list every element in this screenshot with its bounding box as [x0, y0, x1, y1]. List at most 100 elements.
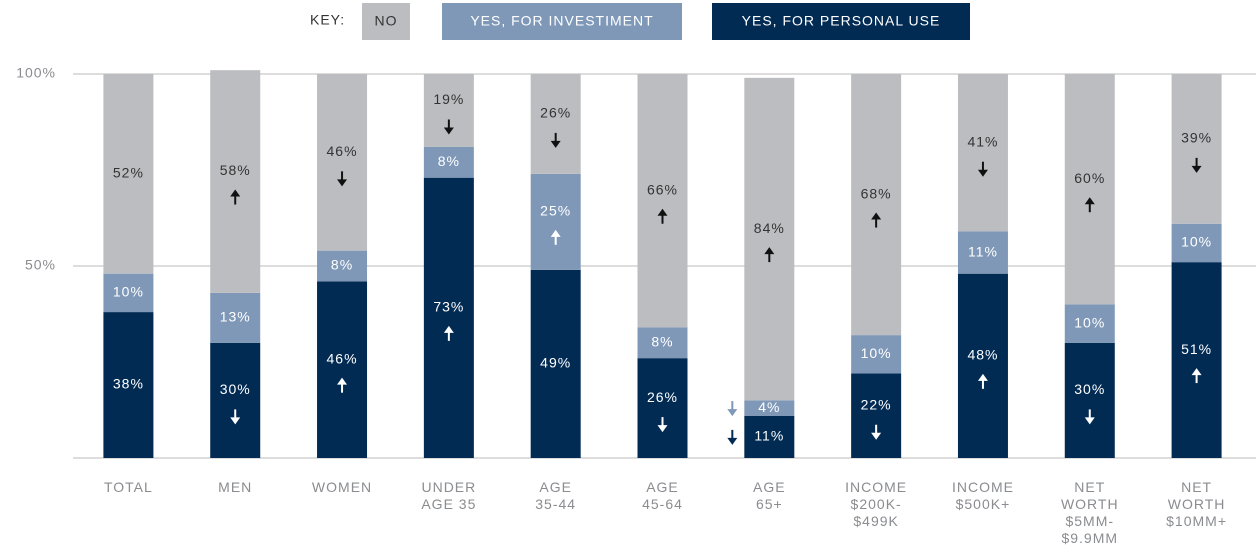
trend-arrow-head: [1191, 368, 1202, 376]
value-label: 58%: [220, 162, 251, 178]
value-label: 66%: [647, 181, 678, 197]
value-label: 38%: [113, 376, 144, 392]
legend-label: NO: [375, 13, 398, 29]
value-label: 60%: [1074, 170, 1105, 186]
value-label: 22%: [861, 396, 892, 412]
bar-segment: [317, 281, 368, 458]
x-tick-label: TOTAL: [103, 479, 153, 495]
legend-swatch: [362, 3, 410, 40]
trend-arrow-head: [977, 373, 988, 381]
x-tick-label: INCOME $500K+: [951, 479, 1014, 512]
bar-segment: [1171, 74, 1222, 224]
bar-segment: [851, 373, 902, 458]
bar-segment: [103, 74, 154, 274]
bar-segment: [637, 74, 688, 328]
bar-segment: [744, 400, 795, 416]
trend-arrow-head: [1084, 197, 1095, 205]
bar-segment: [744, 77, 795, 401]
x-tick-label: NET WORTH $5MM- $9.9MM: [1060, 479, 1119, 546]
trend-arrow-head: [443, 325, 454, 333]
x-tick-label: MEN: [218, 479, 253, 495]
trend-arrow-head: [657, 208, 668, 216]
value-label: 48%: [967, 347, 998, 363]
value-label: 68%: [861, 185, 892, 201]
bar-segment: [744, 415, 795, 458]
bar-segment: [1064, 304, 1115, 343]
value-label: 49%: [540, 355, 571, 371]
trend-arrow-head: [337, 377, 348, 385]
value-label: 8%: [331, 257, 353, 273]
value-label: 4%: [758, 399, 780, 415]
value-label: 13%: [220, 309, 251, 325]
legend-label: YES, FOR PERSONAL USE: [742, 13, 941, 29]
bar-segment: [637, 358, 688, 458]
x-tick-label: UNDER AGE 35: [421, 479, 477, 512]
trend-arrow-head: [727, 409, 738, 417]
bar-segment: [423, 74, 474, 147]
bar-segment: [317, 250, 368, 282]
trend-arrow-head: [977, 169, 988, 177]
bar-segment: [103, 273, 154, 313]
trend-arrow-head: [230, 189, 241, 197]
y-tick-label: 100%: [16, 65, 56, 81]
value-label: 41%: [967, 133, 998, 149]
value-label: 39%: [1181, 130, 1212, 146]
trend-arrow-head: [550, 140, 561, 148]
trend-arrow-head: [657, 425, 668, 433]
legend-swatch: [712, 3, 970, 40]
bar-segment: [1171, 223, 1222, 263]
value-label: 30%: [1074, 381, 1105, 397]
value-label: 73%: [433, 299, 464, 315]
trend-arrow-head: [871, 432, 882, 440]
bar-segment: [1171, 262, 1222, 458]
value-label: 11%: [754, 428, 784, 444]
bar-segment: [957, 231, 1008, 274]
trend-arrow-head: [1084, 417, 1095, 425]
bar-segment: [957, 273, 1008, 458]
value-label: 10%: [1181, 234, 1212, 250]
trend-arrow-head: [727, 437, 738, 445]
trend-arrow-head: [550, 229, 561, 237]
x-tick-label: INCOME $200K- $499K: [845, 479, 908, 529]
bar-segment: [530, 74, 581, 174]
bar-segment: [851, 335, 902, 374]
value-label: 10%: [113, 284, 144, 300]
x-tick-label: AGE 35-44: [535, 479, 577, 512]
trend-arrow-head: [443, 127, 454, 135]
value-label: 46%: [327, 350, 358, 366]
value-label: 84%: [754, 220, 785, 236]
bar-segment: [957, 74, 1008, 232]
trend-arrow-head: [871, 212, 882, 220]
x-tick-label: NET WORTH $10MM+: [1166, 479, 1227, 529]
value-label: 30%: [220, 381, 251, 397]
value-label: 8%: [651, 334, 673, 350]
x-tick-label: WOMEN: [311, 479, 373, 495]
value-label: 52%: [113, 165, 144, 181]
bar-segment: [423, 177, 474, 458]
value-label: 10%: [1074, 314, 1105, 330]
bar-segment: [423, 146, 474, 178]
value-label: 8%: [438, 153, 460, 169]
value-label: 25%: [540, 203, 571, 219]
x-tick-label: AGE 65+: [753, 479, 786, 512]
value-label: 19%: [433, 91, 464, 107]
bar-segment: [210, 292, 261, 343]
trend-arrow-head: [764, 247, 775, 255]
legend-label: YES, FOR INVESTIMENT: [470, 13, 653, 29]
bar-segment: [210, 342, 261, 458]
bar-segment: [1064, 74, 1115, 305]
value-label: 10%: [861, 345, 892, 361]
bar-segment: [851, 74, 902, 336]
legend-title: KEY:: [310, 12, 345, 28]
bar-segment: [103, 312, 154, 458]
legend-swatch: [442, 3, 682, 40]
bar-segment: [637, 327, 688, 359]
trend-arrow-head: [1191, 165, 1202, 173]
bar-segment: [317, 74, 368, 251]
bar-segment: [530, 173, 581, 270]
bar-segment: [530, 269, 581, 458]
y-tick-label: 50%: [25, 257, 56, 273]
x-tick-label: AGE 45-64: [642, 479, 683, 512]
